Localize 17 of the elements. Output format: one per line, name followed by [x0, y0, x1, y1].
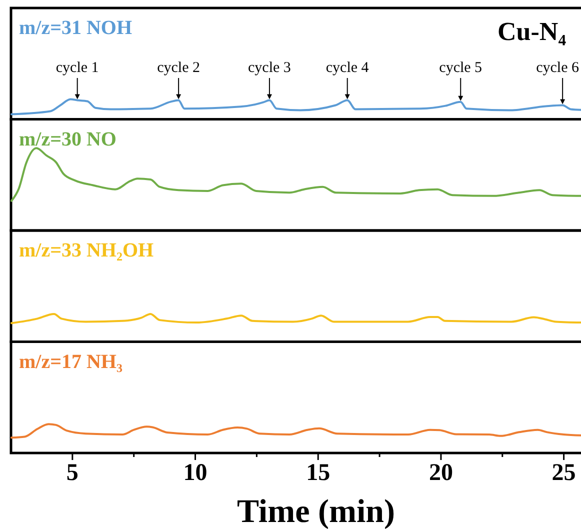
x-tick-label: 5	[66, 460, 78, 486]
x-tick-label: 25	[552, 460, 576, 486]
series-label: m/z=30 NO	[19, 128, 116, 150]
annotation: cycle 5	[439, 60, 482, 76]
annotation: cycle 3	[248, 60, 291, 76]
annotation: cycle 1	[56, 60, 99, 76]
chart-title: Cu-N₄	[498, 17, 566, 46]
x-tick-label: 15	[306, 460, 330, 486]
x-axis-title: Time (min)	[237, 494, 395, 529]
text: m/z=33 NH₂OH	[19, 240, 154, 262]
annotation: cycle 6	[536, 60, 580, 76]
text: m/z=17 NH₃	[19, 350, 122, 373]
x-tick-label: 20	[428, 460, 453, 486]
text: m/z=31 NOH	[19, 17, 132, 39]
x-tick-label: 10	[183, 460, 208, 486]
annotation: cycle 4	[326, 60, 370, 76]
annotation: cycle 2	[157, 60, 200, 76]
